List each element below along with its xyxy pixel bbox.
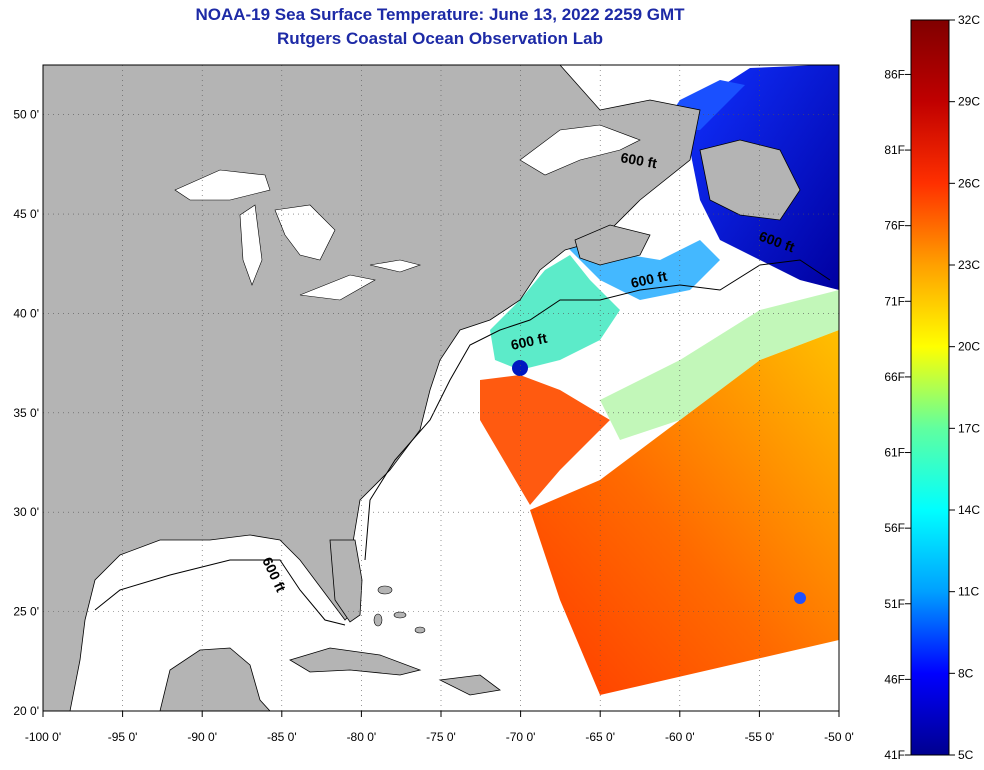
lat-tick-label: 25 0' <box>13 605 39 619</box>
longitude-axis: -100 0' -95 0' -90 0' -85 0' -80 0' -75 0' -70… <box>25 711 854 744</box>
bathymetry-600ft-contour <box>94 259 831 626</box>
sst-cold-eddy <box>512 360 528 376</box>
contour-label-600ft-3: 600 ft <box>629 268 668 291</box>
lon-tick-label: -50 0' <box>824 730 854 744</box>
lat-tick-label: 45 0' <box>13 207 39 221</box>
lon-tick-label: -70 0' <box>506 730 536 744</box>
contour-label-600ft-1: 600 ft <box>619 149 658 171</box>
lon-tick-label: -60 0' <box>665 730 695 744</box>
contour-label-600ft-4: 600 ft <box>509 330 548 353</box>
sst-shelf-water <box>490 255 620 370</box>
lon-tick-label: -95 0' <box>108 730 138 744</box>
land-hispaniola <box>438 674 501 696</box>
lat-tick-label: 50 0' <box>13 108 39 122</box>
map-title: NOAA-19 Sea Surface Temperature: June 13… <box>195 5 685 24</box>
land-nova-scotia <box>574 224 651 266</box>
sst-frontal-zone <box>600 290 839 440</box>
lon-tick-label: -55 0' <box>745 730 775 744</box>
land-north-america <box>43 65 701 711</box>
lat-tick-label: 35 0' <box>13 406 39 420</box>
lat-tick-label: 40 0' <box>13 306 39 320</box>
lon-tick-label: -90 0' <box>187 730 217 744</box>
lat-tick-label: 20 0' <box>13 704 39 718</box>
sst-cold-spot <box>794 592 806 604</box>
land-florida <box>329 539 363 623</box>
lon-tick-label: -85 0' <box>267 730 297 744</box>
land-bahamas <box>373 585 426 634</box>
latitude-axis: 20 0' 25 0' 30 0' 35 0' 40 0' 45 0' 50 0' <box>13 108 39 718</box>
land-cuba <box>289 647 422 676</box>
lon-tick-label: -75 0' <box>426 730 456 744</box>
lon-tick-label: -80 0' <box>347 730 377 744</box>
st-lawrence-estuary <box>519 124 641 176</box>
land-newfoundland <box>699 139 801 221</box>
great-lakes <box>174 169 422 301</box>
sst-warm-patch-hatteras <box>480 375 610 505</box>
sst-warm-swath <box>530 330 839 695</box>
map-subtitle: Rutgers Coastal Ocean Observation Lab <box>277 29 603 48</box>
lon-tick-label: -100 0' <box>25 730 61 744</box>
lat-tick-label: 30 0' <box>13 505 39 519</box>
lon-tick-label: -65 0' <box>585 730 615 744</box>
land-yucatan <box>159 647 271 711</box>
